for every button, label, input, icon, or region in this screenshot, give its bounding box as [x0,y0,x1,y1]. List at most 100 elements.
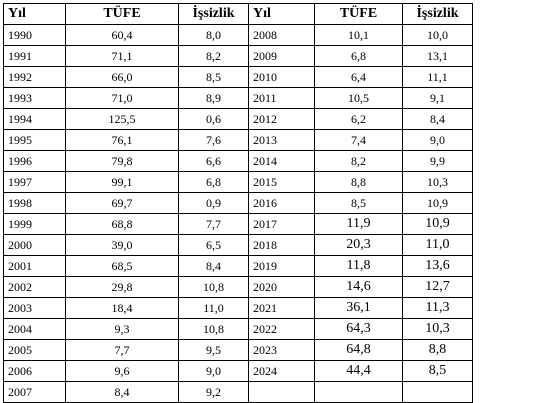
cpi-cell-left: 76,1 [65,129,179,151]
unemployment-cell-right: 9,9 [402,150,473,172]
year-cell-left: 2001 [3,255,66,277]
unemployment-header-right: İşsizlik [402,3,473,25]
unemployment-cell-left: 8,9 [178,87,249,109]
cpi-cell-left: 18,4 [65,297,179,319]
year-cell-left: 2005 [3,339,66,361]
unemployment-cell-right: 8,4 [402,108,473,130]
table-row: 2001 68,5 8,4 2019 11,8 13,6 [3,255,473,277]
cpi-cell-right: 11,8 [314,255,403,277]
cpi-header-right: TÜFE [314,3,403,25]
table-row: 1999 68,8 7,7 2017 11,9 10,9 [3,213,473,235]
cpi-cell-left: 29,8 [65,276,179,298]
year-cell-left: 1995 [3,129,66,151]
year-cell-right: 2009 [248,45,315,67]
year-cell-right: 2021 [248,297,315,319]
unemployment-cell-left: 11,0 [178,297,249,319]
year-cell-right: 2023 [248,339,315,361]
year-cell-right: 2016 [248,192,315,214]
unemployment-cell-left: 7,6 [178,129,249,151]
cpi-cell-right: 11,9 [314,213,403,235]
unemployment-cell-left: 8,2 [178,45,249,67]
unemployment-cell-right: 10,3 [402,318,473,340]
table-row: 1994 125,5 0,6 2012 6,2 8,4 [3,108,473,130]
unemployment-cell-right: 13,6 [402,255,473,277]
table-row: 2005 7,7 9,5 2023 64,8 8,8 [3,339,473,361]
year-cell-right: 2022 [248,318,315,340]
cpi-cell-right: 7,4 [314,129,403,151]
cpi-cell-left: 99,1 [65,171,179,193]
table-row: 2004 9,3 10,8 2022 64,3 10,3 [3,318,473,340]
unemployment-cell-left: 6,8 [178,171,249,193]
cpi-cell-left: 7,7 [65,339,179,361]
unemployment-cell-left: 10,8 [178,276,249,298]
cpi-cell-right: 44,4 [314,360,403,382]
table-row: 1992 66,0 8,5 2010 6,4 11,1 [3,66,473,88]
year-cell-right: 2010 [248,66,315,88]
year-cell-right: 2019 [248,255,315,277]
year-cell-left: 1991 [3,45,66,67]
table-row: 1997 99,1 6,8 2015 8,8 10,3 [3,171,473,193]
year-cell-right: 2012 [248,108,315,130]
year-header-left: Yıl [3,3,66,25]
unemployment-header-left: İşsizlik [178,3,249,25]
cpi-cell-right: 6,8 [314,45,403,67]
year-cell-left: 1999 [3,213,66,235]
year-cell-left: 1996 [3,150,66,172]
year-cell-right: 2018 [248,234,315,256]
unemployment-cell-right: 13,1 [402,45,473,67]
header-row: Yıl TÜFE İşsizlik Yıl TÜFE İşsizlik [3,3,473,25]
table-row: 1995 76,1 7,6 2013 7,4 9,0 [3,129,473,151]
cpi-cell-right: 6,4 [314,66,403,88]
table-row: 2003 18,4 11,0 2021 36,1 11,3 [3,297,473,319]
table-row: 1996 79,8 6,6 2014 8,2 9,9 [3,150,473,172]
unemployment-cell-left: 9,5 [178,339,249,361]
year-cell-right: 2013 [248,129,315,151]
cpi-cell-right: 20,3 [314,234,403,256]
unemployment-cell-right: 9,1 [402,87,473,109]
year-cell-left: 1994 [3,108,66,130]
unemployment-cell-left: 10,8 [178,318,249,340]
year-cell-left: 1997 [3,171,66,193]
year-cell-right: 2015 [248,171,315,193]
unemployment-cell-right: 11,0 [402,234,473,256]
cpi-cell-right: 6,2 [314,108,403,130]
cpi-cell-right: 8,5 [314,192,403,214]
unemployment-cell-left: 9,2 [178,381,249,403]
cpi-cell-left: 125,5 [65,108,179,130]
unemployment-cell-right: 10,9 [402,213,473,235]
cpi-cell-left: 69,7 [65,192,179,214]
table-row: 2006 9,6 9,0 2024 44,4 8,5 [3,360,473,382]
data-table-container: Yıl TÜFE İşsizlik Yıl TÜFE İşsizlik 1990… [3,3,473,403]
table-row: 1991 71,1 8,2 2009 6,8 13,1 [3,45,473,67]
unemployment-cell-right: 10,3 [402,171,473,193]
cpi-cell-right: 10,5 [314,87,403,109]
table-row: 1998 69,7 0,9 2016 8,5 10,9 [3,192,473,214]
year-cell-right [248,381,315,403]
year-cell-left: 1993 [3,87,66,109]
cpi-cell-left: 9,6 [65,360,179,382]
unemployment-cell-left: 0,9 [178,192,249,214]
cpi-cell-left: 39,0 [65,234,179,256]
cpi-cell-right: 8,8 [314,171,403,193]
year-cell-left: 2006 [3,360,66,382]
unemployment-cell-right: 10,0 [402,24,473,46]
cpi-cell-right [314,381,403,403]
unemployment-cell-left: 8,5 [178,66,249,88]
year-cell-right: 2017 [248,213,315,235]
year-cell-right: 2020 [248,276,315,298]
cpi-cell-right: 10,1 [314,24,403,46]
unemployment-cell-right: 10,9 [402,192,473,214]
table-row: 2000 39,0 6,5 2018 20,3 11,0 [3,234,473,256]
unemployment-cell-right: 8,8 [402,339,473,361]
cpi-cell-right: 64,8 [314,339,403,361]
unemployment-cell-left: 8,4 [178,255,249,277]
cpi-cell-left: 66,0 [65,66,179,88]
year-cell-right: 2011 [248,87,315,109]
cpi-cell-right: 64,3 [314,318,403,340]
cpi-cell-left: 79,8 [65,150,179,172]
unemployment-cell-left: 8,0 [178,24,249,46]
unemployment-cell-left: 6,6 [178,150,249,172]
year-cell-left: 2003 [3,297,66,319]
table-row: 1993 71,0 8,9 2011 10,5 9,1 [3,87,473,109]
unemployment-cell-right: 11,3 [402,297,473,319]
